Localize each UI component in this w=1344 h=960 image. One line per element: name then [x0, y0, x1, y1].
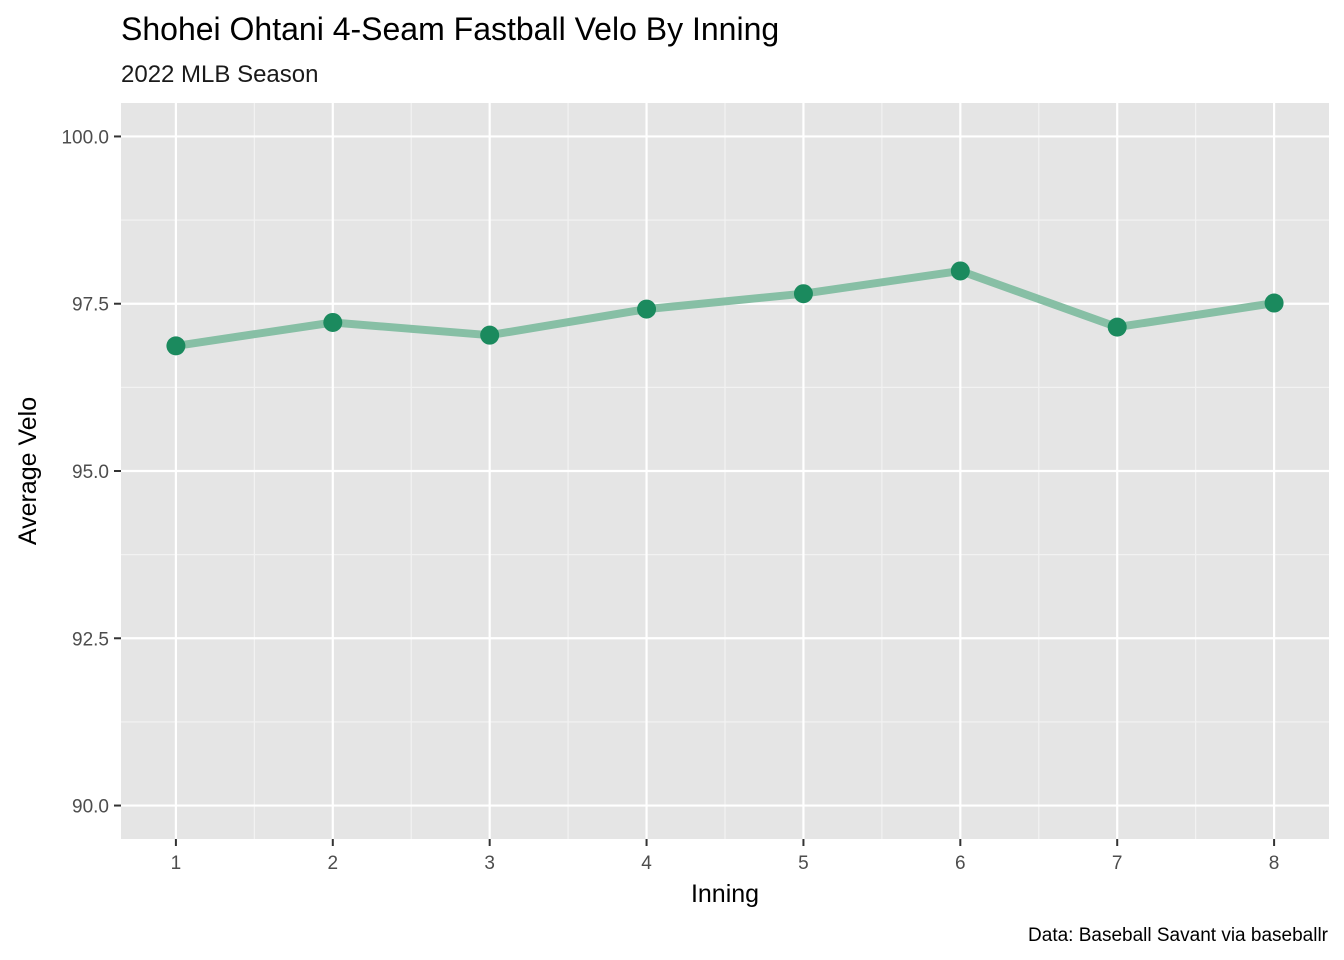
y-tick-label: 92.5: [72, 629, 109, 650]
data-point: [166, 336, 186, 356]
y-tick-label: 100.0: [61, 127, 109, 148]
data-point: [323, 312, 343, 332]
y-axis: 90.0 92.5 95.0 97.5 100.0: [61, 127, 121, 818]
data-points: [166, 261, 1284, 356]
y-tick-label: 90.0: [72, 797, 109, 818]
data-point: [637, 299, 657, 319]
x-tick-label: 6: [955, 853, 966, 874]
chart-caption: Data: Baseball Savant via baseballr: [1028, 925, 1329, 946]
data-point: [1264, 293, 1284, 313]
data-point: [950, 261, 970, 281]
x-tick-label: 8: [1269, 853, 1280, 874]
chart-subtitle: 2022 MLB Season: [121, 61, 318, 88]
y-tick-label: 95.0: [72, 462, 109, 483]
x-tick-label: 3: [484, 853, 495, 874]
x-tick-label: 2: [328, 853, 339, 874]
x-axis-title: Inning: [691, 880, 759, 908]
data-point: [793, 284, 813, 304]
chart-title: Shohei Ohtani 4-Seam Fastball Velo By In…: [121, 11, 779, 47]
series-line: [175, 266, 1275, 350]
data-point: [480, 325, 500, 345]
x-axis: 1 2 3 4 5 6 7 8: [171, 839, 1280, 874]
x-tick-label: 7: [1112, 853, 1123, 874]
y-axis-title: Average Velo: [14, 397, 42, 545]
x-tick-label: 4: [641, 853, 652, 874]
data-point: [1107, 317, 1127, 337]
y-tick-label: 97.5: [72, 295, 109, 316]
x-tick-label: 5: [798, 853, 809, 874]
x-tick-label: 1: [171, 853, 182, 874]
